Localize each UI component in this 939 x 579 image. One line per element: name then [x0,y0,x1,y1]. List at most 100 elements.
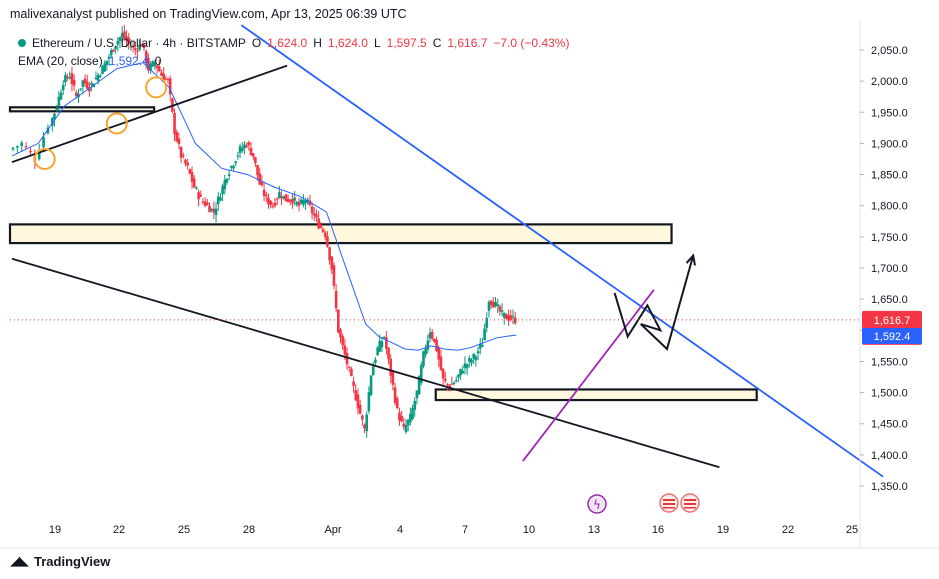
candle-body [42,136,45,148]
candle-body [225,178,229,183]
candle-body [494,302,497,307]
candle-body [350,368,353,376]
candle-body [502,312,506,318]
y-tick-label: 1,500.0 [871,388,908,400]
change-value: −7.0 (−0.43%) [493,36,570,50]
candle-body [249,147,253,156]
candle-body [212,208,216,213]
lightning-icon[interactable]: ϟ [587,494,607,514]
candle-body [123,31,126,38]
candle-body [83,78,87,84]
candle-body [424,348,427,355]
close-value: 1,616.7 [447,36,488,50]
candle-body [96,74,100,81]
candle-body [112,49,115,52]
candle-body [369,375,373,395]
candle-body [472,353,475,359]
candle-body [317,218,320,229]
candle-body [75,92,78,97]
candle-body [435,339,438,351]
candle-body [210,208,213,211]
candle-body [361,415,364,420]
x-tick-label: Apr [324,524,341,536]
candle-body [374,359,377,363]
candle-body [269,200,272,205]
candle-body [234,161,237,164]
us-flag-icon[interactable] [680,493,700,513]
ema-value: 1,592.4 [108,54,149,68]
candle-body [162,73,165,81]
candle-body [264,194,268,197]
candle-body [103,63,106,72]
candle-body [184,159,187,164]
candle-body [260,182,264,186]
ema-label[interactable]: EMA (20, close) [18,54,103,68]
candle-body [120,33,124,38]
candle-body [221,185,224,195]
candle-body [201,201,205,203]
ohlc-row: Ethereum / U.S. Dollar · 4h · BITSTAMP O… [18,34,569,52]
candle-body [389,358,393,376]
candle-body [450,383,454,385]
symbol-label[interactable]: Ethereum / U.S. Dollar · 4h · BITSTAMP [32,36,246,50]
candle-body [291,199,294,204]
candle-body [151,61,155,67]
candle-body [393,387,397,403]
candle-body [380,341,384,348]
y-tick-label: 1,850.0 [871,170,908,182]
price-axis: 2,050.0 2,000.0 1,950.0 1,900.0 1,850.0 1,800… [0,20,939,549]
candle-body [371,366,375,376]
candle-body [206,202,209,205]
candle-body [238,146,242,153]
us-flag-icon[interactable] [659,493,679,513]
candle-body [496,304,499,307]
candle-body [367,392,371,412]
candle-body [505,314,508,319]
x-tick-label: 7 [462,524,468,536]
ema-row: EMA (20, close) 1,592.4 0 [18,52,569,70]
candle-body [339,329,342,338]
candle-body [101,66,104,75]
zones [8,106,758,402]
trendline [11,64,288,163]
candle-body [282,196,286,199]
candle-body [88,87,91,92]
candle-body [164,78,168,80]
candle-body [345,352,349,365]
candle-body [337,309,340,333]
candle-body [302,200,305,205]
candle-body [310,206,314,214]
candle-body [11,147,15,150]
candle-body [478,343,482,349]
candle-body [190,171,194,182]
candle-body [59,92,63,100]
candle-body [216,196,220,205]
support-resistance-zone [8,223,673,245]
candle-body [147,57,150,71]
tradingview-brand[interactable]: ◢◣ TradingView [10,553,110,569]
candle-body [457,374,460,378]
candle-body [179,147,183,158]
y-tick-label: 1,800.0 [871,201,908,213]
candle-body [166,79,170,81]
candle-body [376,347,379,355]
candle-body [459,368,462,376]
annotation-lines [10,24,884,478]
candle-body [127,37,131,44]
trendline [11,257,720,469]
candle-body [326,236,329,247]
candle-body [288,199,292,202]
candle-body [437,347,441,360]
candle-body [219,197,222,201]
candle-body [358,404,362,414]
chart-legend: Ethereum / U.S. Dollar · 4h · BITSTAMP O… [18,34,569,70]
support-resistance-zone [434,388,758,402]
candle-body [284,194,288,202]
x-tick-label: 22 [782,524,794,536]
candle-body [16,145,19,148]
time-axis: 19 22 25 28 Apr 4 7 10 13 16 19 22 25 [49,524,858,536]
candle-body [140,45,144,47]
x-tick-label: 28 [243,524,255,536]
candle-body [463,363,467,368]
